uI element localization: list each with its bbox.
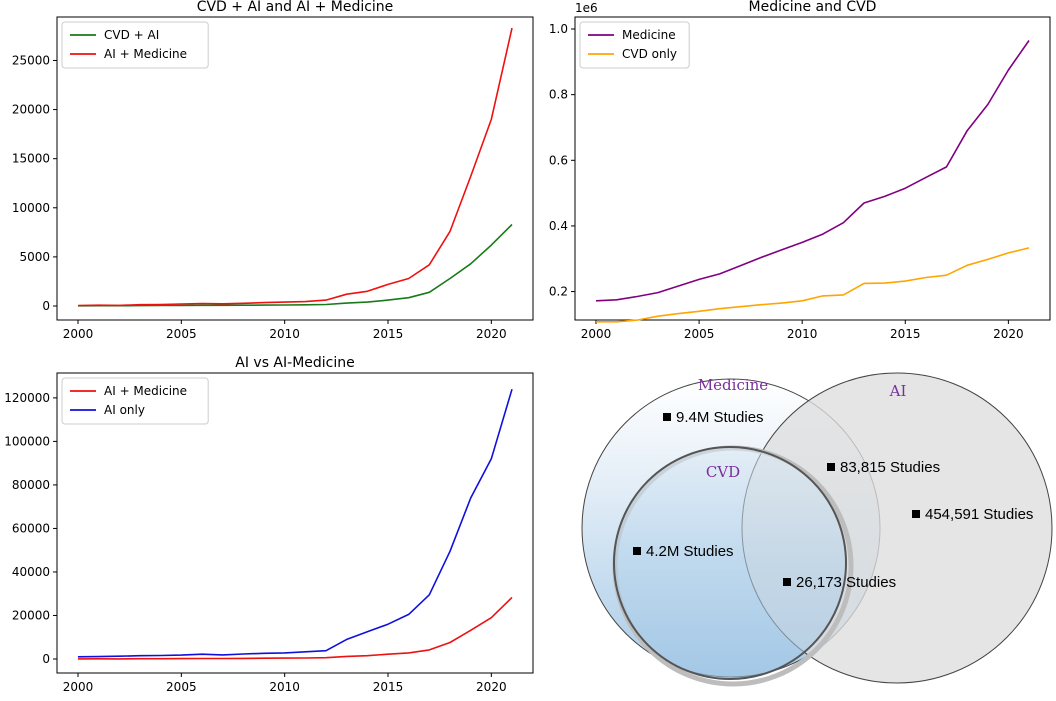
- x-tick-label: 2020: [993, 327, 1024, 341]
- y-tick-label: 25000: [12, 53, 50, 67]
- y-tick-label: 0.6: [549, 153, 568, 167]
- y-tick-label: 20000: [12, 608, 50, 622]
- legend-box: [579, 21, 690, 69]
- y-tick-label: 1.0: [549, 22, 568, 36]
- y-tick-label: 0.2: [549, 285, 568, 299]
- chart-ai-vs-ai-medicine: AI vs AI-Medicine 2000 2005 2010 2015 2020 0 20…: [4, 355, 534, 694]
- y-tick-label: 5000: [19, 250, 50, 264]
- venn-bullet: [912, 510, 920, 518]
- y-tick-label: 0: [42, 652, 50, 666]
- x-tick-label: 2010: [269, 680, 300, 694]
- series-line-cvd-ai: [77, 223, 513, 307]
- series-line-medicine: [595, 40, 1030, 302]
- legend-label: AI + Medicine: [104, 384, 187, 398]
- x-tick-label: 2020: [476, 680, 507, 694]
- x-tick-label: 2015: [890, 327, 921, 341]
- x-tick-label: 2015: [373, 680, 404, 694]
- y-tick-label: 0: [42, 299, 50, 313]
- x-tick-label: 2000: [63, 327, 94, 341]
- venn-count-ai-medicine: 83,815 Studies: [840, 459, 940, 476]
- venn-count-medicine-only: 9.4M Studies: [676, 409, 764, 426]
- legend-label: AI only: [104, 403, 145, 417]
- venn-label-ai: AI: [889, 382, 907, 400]
- venn-circle-cvd: [613, 446, 847, 680]
- y-tick-label: 0.8: [549, 88, 568, 102]
- venn-count-cvd: 4.2M Studies: [646, 543, 734, 560]
- y-tick-label: 0.4: [549, 219, 568, 233]
- chart-medicine-cvd: Medicine and CVD 1e6 2000 2005 2010 2015 2020 0…: [549, 0, 1051, 341]
- legend-label: CVD + AI: [104, 28, 159, 42]
- venn-count-ai-only: 454,591 Studies: [925, 506, 1033, 523]
- x-tick-label: 2010: [269, 327, 300, 341]
- x-tick-label: 2010: [787, 327, 818, 341]
- axis-offset-label: 1e6: [575, 1, 598, 15]
- x-tick-label: 2000: [63, 680, 94, 694]
- chart-title: Medicine and CVD: [749, 0, 877, 15]
- x-tick-label: 2005: [166, 327, 197, 341]
- y-tick-label: 15000: [12, 152, 50, 166]
- y-tick-label: 120000: [4, 391, 50, 405]
- x-tick-label: 2020: [476, 327, 507, 341]
- venn-bullet: [827, 463, 835, 471]
- series-line-ai-medicine: [77, 596, 513, 660]
- venn-count-ai-cvd: 26,173 Studies: [796, 574, 896, 591]
- x-tick-label: 2005: [684, 327, 715, 341]
- y-tick-label: 10000: [12, 201, 50, 215]
- chart-cvd-ai-medicine: CVD + AI and AI + Medicine 2000 2005 2010 20…: [12, 0, 534, 341]
- series-line-cvd-only: [596, 247, 1030, 323]
- chart-title: CVD + AI and AI + Medicine: [197, 0, 394, 15]
- axes-frame: [56, 16, 534, 321]
- venn-bullet: [783, 578, 791, 586]
- venn-label-cvd: CVD: [706, 463, 740, 481]
- legend-box: [61, 21, 209, 69]
- x-tick-label: 2005: [166, 680, 197, 694]
- venn-diagram: Medicine AI CVD 9.4M Studies 83,815 Stud…: [581, 372, 1053, 687]
- venn-label-medicine: Medicine: [698, 376, 768, 394]
- axes-frame: [56, 372, 534, 674]
- legend-label: AI + Medicine: [104, 47, 187, 61]
- y-tick-label: 60000: [12, 521, 50, 535]
- venn-bullet: [633, 547, 641, 555]
- series-line-ai-medicine: [77, 27, 513, 307]
- y-tick-label: 100000: [4, 434, 50, 448]
- axes-frame: [574, 16, 1051, 321]
- venn-bullet: [663, 413, 671, 421]
- legend-label: Medicine: [622, 28, 676, 42]
- y-tick-label: 40000: [12, 565, 50, 579]
- legend-label: CVD only: [622, 47, 677, 61]
- series-line-ai-only: [77, 388, 513, 658]
- legend-box: [61, 377, 209, 425]
- x-tick-label: 2015: [373, 327, 404, 341]
- chart-title: AI vs AI-Medicine: [235, 355, 355, 371]
- x-tick-label: 2000: [581, 327, 612, 341]
- y-tick-label: 80000: [12, 478, 50, 492]
- y-tick-label: 20000: [12, 103, 50, 117]
